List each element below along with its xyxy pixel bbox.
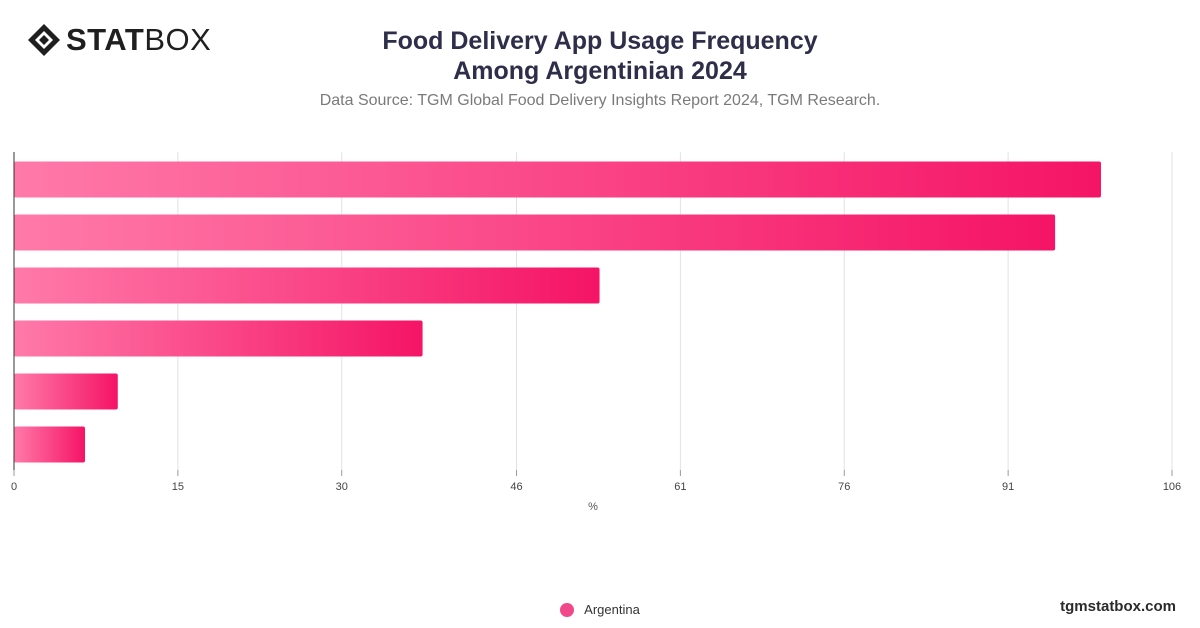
legend-marker-icon xyxy=(560,602,575,617)
chart-subtitle: Data Source: TGM Global Food Delivery In… xyxy=(319,92,881,109)
tick-label: 15 xyxy=(172,481,184,493)
statbox-logo: STATBOX xyxy=(26,22,211,58)
tick-label: 76 xyxy=(838,481,850,493)
legend[interactable]: Argentina xyxy=(0,602,1200,617)
site-watermark: tgmstatbox.com xyxy=(1060,598,1176,615)
bar[interactable] xyxy=(14,161,1101,198)
tick-label: 61 xyxy=(674,481,686,493)
logo-wordmark: STATBOX xyxy=(66,22,211,58)
grid-lines xyxy=(177,152,1173,470)
bar[interactable] xyxy=(14,426,86,463)
bars-group xyxy=(14,161,1101,463)
x-axis-label: % xyxy=(588,501,598,513)
diamond-logo-icon xyxy=(28,24,60,56)
tick-label: 106 xyxy=(1163,481,1181,493)
tick-label: 30 xyxy=(336,481,348,493)
tick-label: 91 xyxy=(1002,481,1014,493)
tick-label: 46 xyxy=(510,481,522,493)
x-axis-ticks: 0 15 30 46 61 76 91 106 xyxy=(11,470,1181,493)
legend-label-argentina: Argentina xyxy=(584,602,640,617)
tick-label: 0 xyxy=(11,481,17,493)
chart-title-line-1: Food Delivery App Usage Frequency xyxy=(382,27,818,55)
bar[interactable] xyxy=(14,373,118,410)
logo-word-light: BOX xyxy=(144,22,212,57)
bar[interactable] xyxy=(14,214,1056,251)
bar[interactable] xyxy=(14,320,423,357)
chart-title-line-2: Among Argentinian 2024 xyxy=(453,57,747,85)
chart-title: Food Delivery App Usage Frequency Among … xyxy=(260,26,940,86)
bar[interactable] xyxy=(14,267,600,304)
logo-word-bold: STAT xyxy=(66,22,145,57)
